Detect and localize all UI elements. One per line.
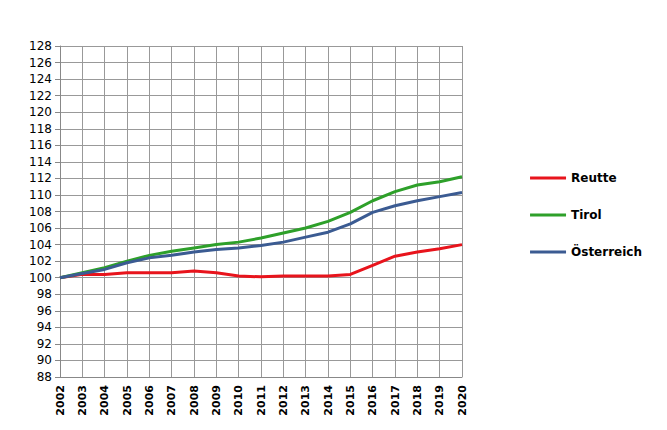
svg-text:2008: 2008: [188, 385, 201, 416]
svg-text:110: 110: [29, 188, 52, 202]
svg-text:2015: 2015: [344, 385, 357, 416]
svg-text:Tirol: Tirol: [571, 208, 602, 222]
svg-text:102: 102: [29, 254, 52, 268]
svg-text:116: 116: [29, 138, 52, 152]
svg-text:2013: 2013: [299, 385, 312, 416]
svg-text:Österreich: Österreich: [571, 244, 642, 259]
svg-text:2007: 2007: [165, 385, 178, 416]
svg-text:2014: 2014: [322, 385, 335, 416]
svg-text:118: 118: [29, 122, 52, 136]
svg-text:2020: 2020: [456, 385, 469, 416]
svg-text:2019: 2019: [433, 385, 446, 416]
svg-text:96: 96: [37, 304, 52, 318]
svg-text:Reutte: Reutte: [571, 171, 617, 185]
svg-text:126: 126: [29, 56, 52, 70]
svg-text:106: 106: [29, 221, 52, 235]
svg-text:2004: 2004: [98, 385, 111, 416]
svg-text:2010: 2010: [232, 385, 245, 416]
svg-text:2017: 2017: [389, 385, 402, 416]
svg-text:108: 108: [29, 205, 52, 219]
svg-text:112: 112: [29, 171, 52, 185]
svg-text:2011: 2011: [255, 385, 268, 416]
svg-text:124: 124: [29, 72, 52, 86]
svg-text:2006: 2006: [143, 385, 156, 416]
svg-text:104: 104: [29, 238, 52, 252]
svg-text:88: 88: [37, 370, 52, 384]
svg-text:2009: 2009: [210, 385, 223, 416]
svg-text:2016: 2016: [366, 385, 379, 416]
svg-text:2018: 2018: [411, 385, 424, 416]
svg-text:128: 128: [29, 39, 52, 53]
svg-text:120: 120: [29, 105, 52, 119]
svg-text:2002: 2002: [54, 385, 67, 416]
svg-text:2003: 2003: [76, 385, 89, 416]
svg-text:98: 98: [37, 287, 52, 301]
svg-text:2012: 2012: [277, 385, 290, 416]
svg-text:2005: 2005: [121, 385, 134, 416]
svg-text:122: 122: [29, 89, 52, 103]
svg-text:90: 90: [37, 353, 52, 367]
svg-text:100: 100: [29, 271, 52, 285]
svg-text:94: 94: [37, 320, 52, 334]
svg-text:114: 114: [29, 155, 52, 169]
svg-text:92: 92: [37, 337, 52, 351]
